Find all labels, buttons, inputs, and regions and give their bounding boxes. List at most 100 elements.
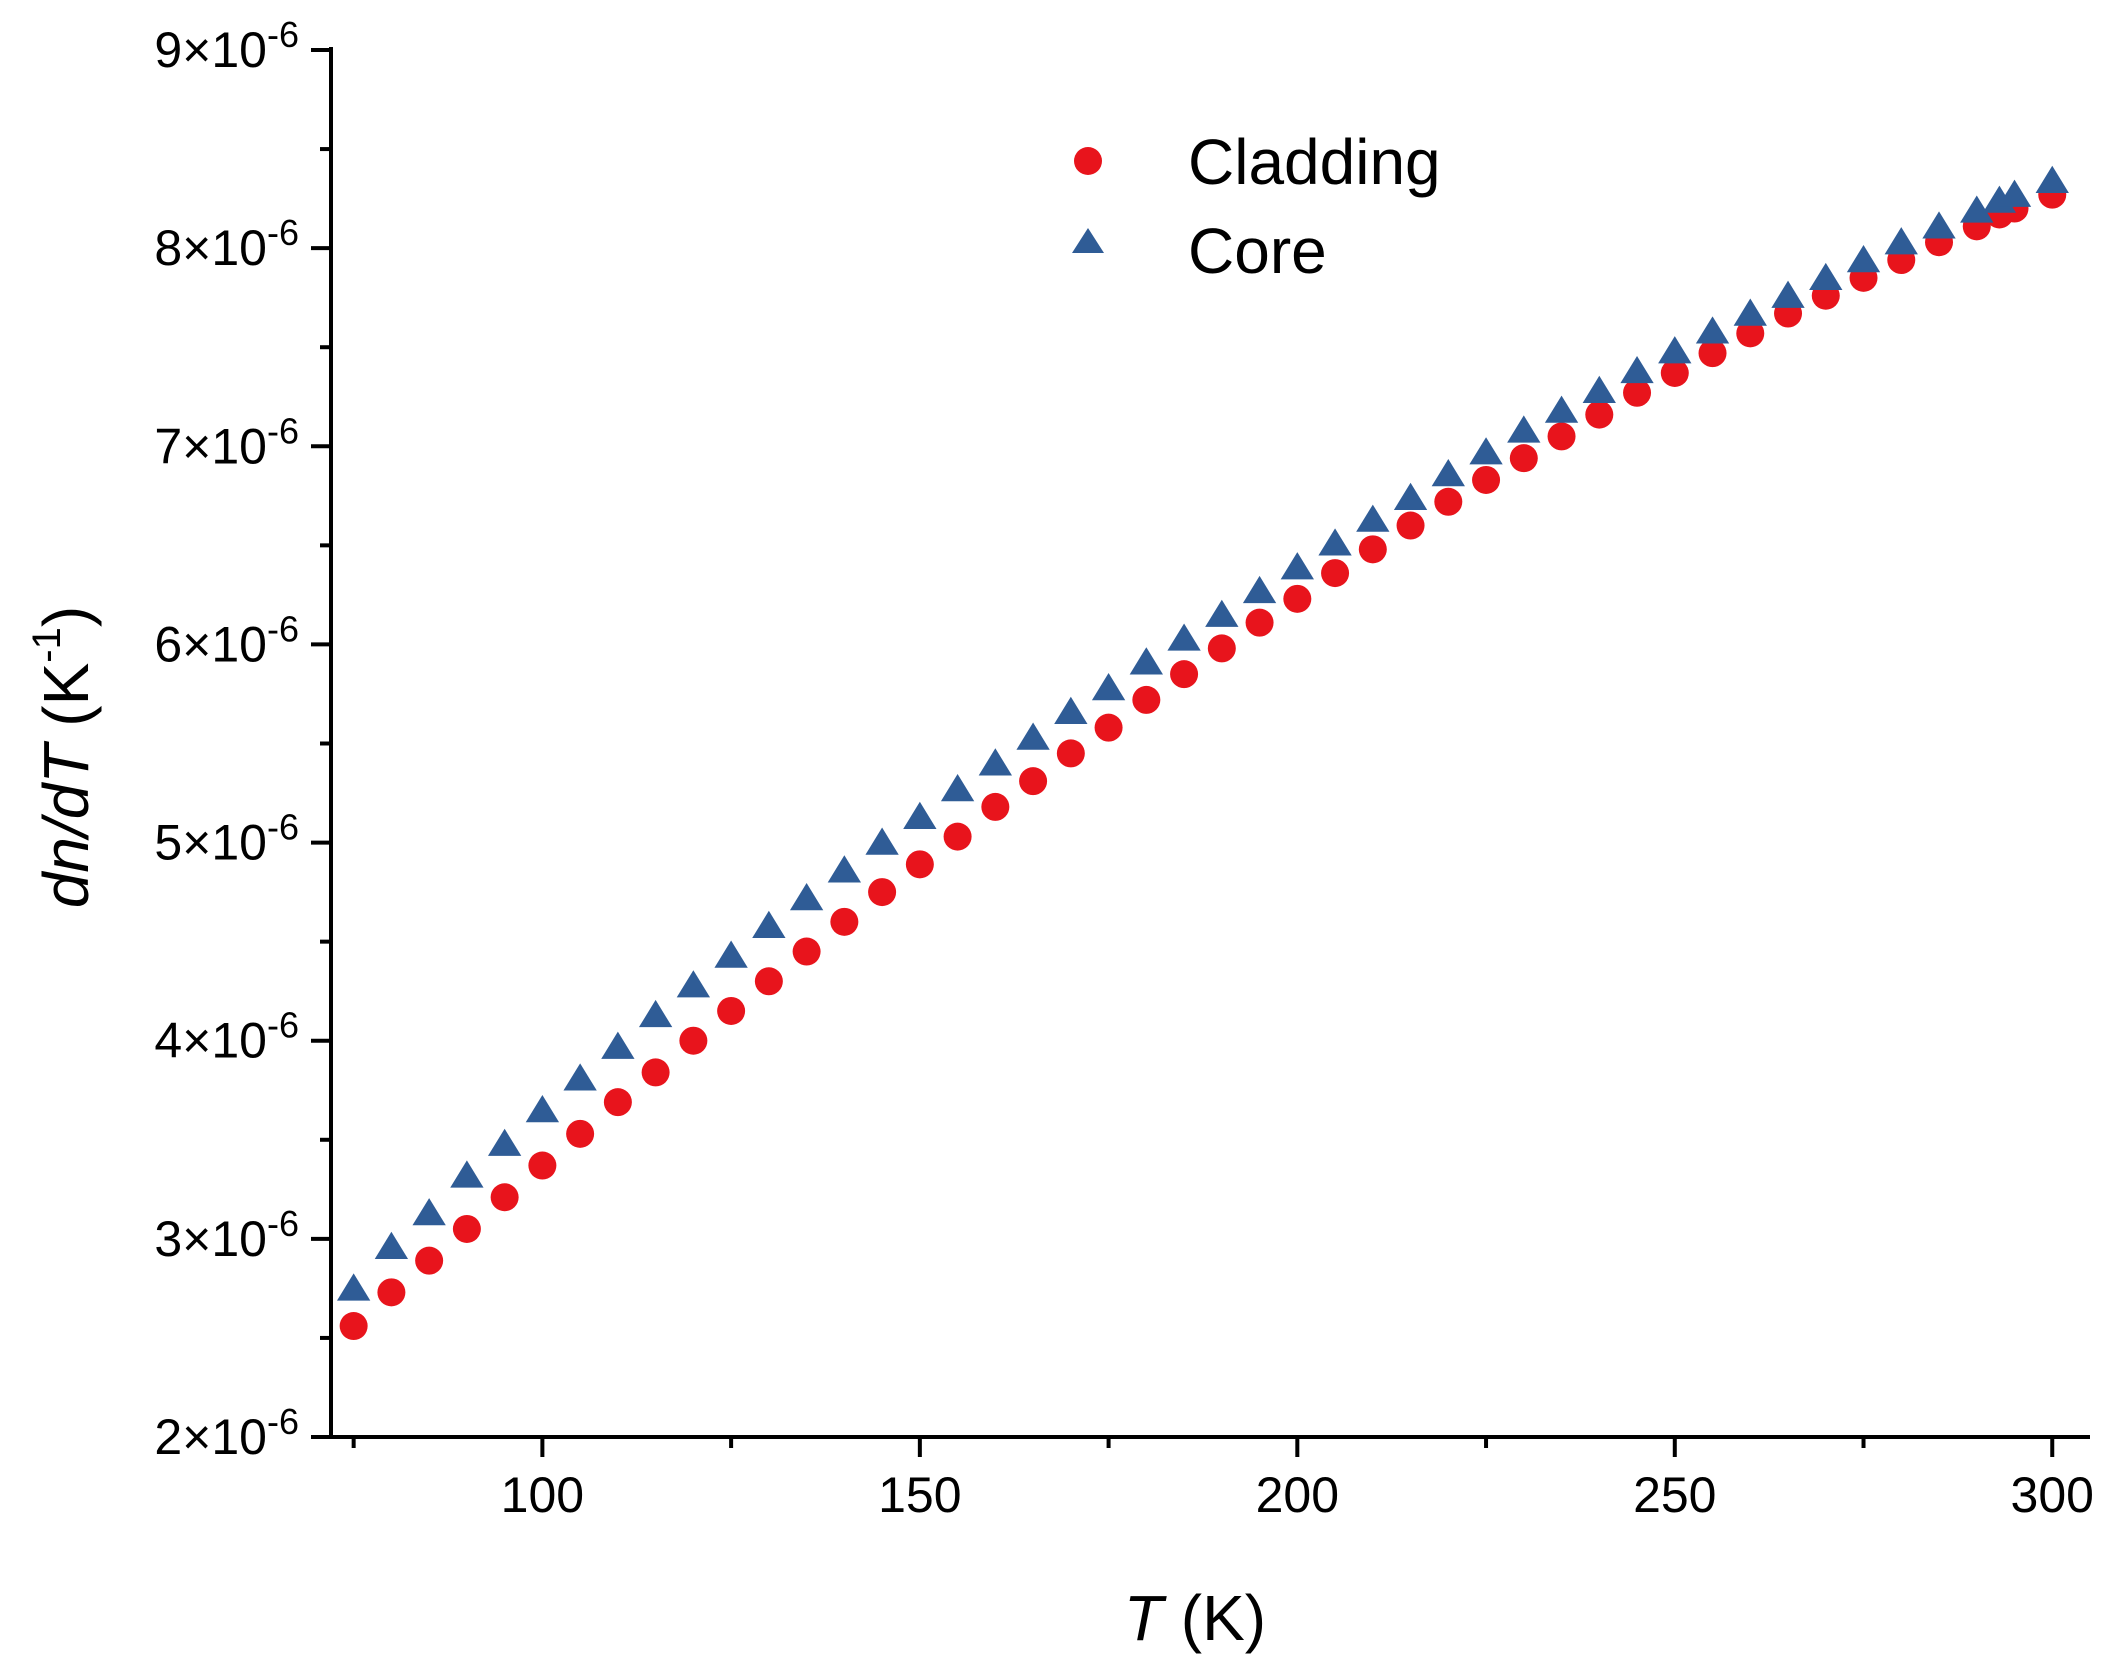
data-point-core	[1771, 280, 1805, 308]
data-point-core	[714, 940, 748, 968]
x-tick-label: 250	[1633, 1467, 1716, 1523]
data-point-cladding	[1170, 660, 1199, 689]
y-tick-label: 4×10-6	[154, 1005, 299, 1069]
data-point-core	[1960, 195, 1994, 223]
data-point-cladding	[754, 967, 783, 996]
data-point-cladding	[490, 1183, 519, 1212]
data-point-core	[1431, 459, 1465, 487]
data-point-cladding	[339, 1312, 368, 1341]
data-point-core	[487, 1128, 522, 1156]
x-axis-variable: T	[1124, 1582, 1167, 1654]
data-point-core	[1620, 355, 1654, 384]
data-point-cladding	[830, 907, 859, 936]
x-tick-label: 200	[1256, 1467, 1339, 1523]
data-point-cladding	[679, 1026, 708, 1055]
data-point-cladding	[452, 1214, 481, 1243]
data-point-core	[450, 1160, 484, 1188]
data-point-cladding	[1132, 685, 1161, 714]
data-point-cladding	[1472, 465, 1501, 494]
data-point-core	[1129, 647, 1163, 675]
data-point-core	[336, 1273, 371, 1301]
data-point-cladding	[1698, 339, 1727, 368]
data-point-cladding	[528, 1151, 557, 1180]
data-point-cladding	[1207, 634, 1236, 663]
data-point-core	[1167, 623, 1201, 651]
x-tick-label: 100	[501, 1467, 584, 1523]
y-axis: 2×10-6 3×10-6 4×10-6 5×10-6 6×10-6 7×10-6 8×10…	[154, 14, 333, 1465]
data-point-core	[1809, 262, 1843, 291]
y-axis-unit-prefix: (K	[30, 663, 102, 745]
data-point-cladding	[1660, 358, 1689, 387]
data-point-core	[1582, 375, 1616, 403]
y-axis-unit-superscript: -1	[25, 627, 69, 663]
data-point-cladding	[1283, 584, 1312, 613]
data-point-core	[1507, 415, 1541, 443]
data-point-core	[1733, 298, 1767, 326]
data-point-cladding	[1396, 511, 1425, 540]
data-point-core	[1242, 575, 1277, 604]
data-point-cladding	[1019, 767, 1048, 796]
data-point-cladding	[1321, 559, 1350, 588]
data-point-core	[1016, 722, 1050, 750]
data-point-core	[1205, 599, 1239, 627]
y-axis-unit-suffix: )	[30, 606, 102, 627]
data-point-cladding	[1094, 713, 1123, 742]
data-point-core	[903, 801, 937, 829]
legend: Cladding Core	[1072, 126, 1441, 287]
data-point-cladding	[377, 1278, 406, 1307]
y-axis-variable: dn/dT	[30, 741, 102, 909]
data-point-cladding	[792, 937, 821, 966]
data-point-core	[1544, 395, 1579, 423]
data-point-cladding	[1056, 739, 1085, 768]
y-axis-title: dn/dT (K-1)	[25, 606, 102, 908]
data-point-cladding	[1434, 487, 1463, 516]
legend-label-core: Core	[1188, 215, 1327, 287]
data-point-cladding	[1623, 378, 1652, 407]
plot-points	[336, 165, 2069, 1341]
data-point-cladding	[1736, 319, 1765, 348]
data-point-core	[752, 910, 786, 938]
data-point-core	[676, 970, 711, 998]
x-tick-label: 300	[2011, 1467, 2094, 1523]
y-tick-label: 9×10-6	[154, 14, 299, 78]
data-point-cladding	[868, 878, 897, 907]
data-point-cladding	[1358, 535, 1387, 564]
data-point-cladding	[943, 822, 972, 851]
data-point-cladding	[1509, 444, 1538, 473]
data-point-core	[601, 1031, 635, 1059]
data-point-cladding	[905, 850, 934, 879]
y-tick-label: 8×10-6	[154, 212, 299, 276]
data-point-core	[1054, 696, 1088, 724]
data-point-core	[978, 748, 1013, 776]
y-tick-label: 3×10-6	[154, 1203, 299, 1267]
data-point-core	[1658, 336, 1692, 364]
y-tick-label: 7×10-6	[154, 410, 299, 474]
data-point-core	[940, 774, 975, 802]
data-point-core	[1469, 437, 1503, 465]
data-point-core	[1884, 227, 1918, 255]
data-point-core	[563, 1063, 597, 1091]
x-axis-unit: (K)	[1163, 1582, 1266, 1654]
data-point-cladding	[717, 996, 746, 1025]
data-point-core	[1356, 504, 1390, 532]
legend-label-cladding: Cladding	[1188, 126, 1441, 198]
data-point-cladding	[981, 792, 1010, 821]
data-point-core	[827, 855, 862, 883]
data-point-core	[1091, 673, 1126, 701]
data-point-core	[374, 1231, 409, 1259]
data-point-core	[1318, 528, 1352, 556]
legend-marker-core	[1072, 228, 1104, 253]
y-tick-label: 5×10-6	[154, 807, 299, 871]
x-axis: 100 150 200 250 300	[329, 1435, 2094, 1523]
data-point-core	[789, 883, 824, 911]
data-point-cladding	[641, 1058, 670, 1087]
y-tick-label: 2×10-6	[154, 1401, 299, 1465]
data-point-cladding	[603, 1088, 632, 1117]
data-point-core	[638, 999, 673, 1028]
data-point-cladding	[566, 1119, 595, 1148]
data-point-core	[1280, 552, 1314, 580]
data-point-core	[1997, 179, 2032, 207]
x-axis-title: T (K)	[1124, 1582, 1266, 1654]
